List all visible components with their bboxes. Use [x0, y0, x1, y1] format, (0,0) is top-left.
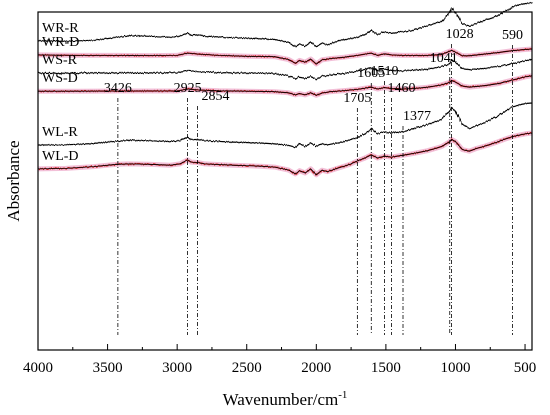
- x-axis-ticks: 4000 3500 3000 2500 2000 1500 1000 500: [23, 344, 536, 376]
- peak-label-1377: 1377: [403, 109, 431, 124]
- x-tick-label-4000: 4000: [23, 360, 53, 376]
- series-label-wl-d: WL-D: [42, 149, 79, 164]
- x-tick-label-2500: 2500: [232, 360, 262, 376]
- peak-label-1705: 1705: [343, 91, 371, 106]
- x-tick-label-3500: 3500: [93, 360, 123, 376]
- x-tick-label-3000: 3000: [162, 360, 192, 376]
- series-line-wl-d: [37, 132, 533, 176]
- series-line-wl-r: [37, 102, 533, 148]
- peak-label-1460: 1460: [387, 81, 415, 96]
- series-label-wr-d: WR-D: [42, 35, 79, 50]
- x-axis-title-text: Wavenumber/cm: [223, 390, 339, 409]
- peak-label-1510: 1510: [370, 64, 398, 79]
- series-halo-wl-d: [37, 130, 533, 178]
- series-label-wl-r: WL-R: [42, 125, 78, 140]
- peak-label-1028: 1028: [446, 27, 474, 42]
- peak-label-1041: 1041: [430, 51, 458, 66]
- x-tick-label-1000: 1000: [440, 360, 470, 376]
- series-label-wr-r: WR-R: [42, 21, 79, 36]
- peak-label-590: 590: [502, 28, 523, 43]
- x-tick-label-1500: 1500: [371, 360, 401, 376]
- peak-label-2925: 2925: [174, 81, 202, 96]
- peak-label-3426: 3426: [104, 81, 132, 96]
- series-line-ws-r: [37, 58, 533, 80]
- x-axis-title: Wavenumber/cm-1: [223, 389, 348, 409]
- series-line-wr-d: [37, 48, 533, 65]
- series-label-ws-d: WS-D: [42, 71, 78, 86]
- plot-frame: [37, 11, 533, 351]
- series-layer: [37, 2, 533, 178]
- y-axis-title: Absorbance: [4, 140, 23, 221]
- series-line-ws-d: [38, 75, 533, 96]
- series-line-wr-r: [37, 2, 533, 48]
- peak-label-1605: 1605: [357, 66, 385, 81]
- series-label-ws-r: WS-R: [42, 53, 78, 68]
- x-tick-label-500: 500: [514, 360, 537, 376]
- peak-label-2854: 2854: [201, 89, 229, 104]
- series-halo-wr-d: [37, 46, 533, 67]
- x-tick-label-2000: 2000: [301, 360, 331, 376]
- series-label-layer: WR-RWR-D WS-R WS-D WL-R WL-D: [42, 21, 79, 164]
- x-axis-title-superscript: -1: [338, 389, 347, 401]
